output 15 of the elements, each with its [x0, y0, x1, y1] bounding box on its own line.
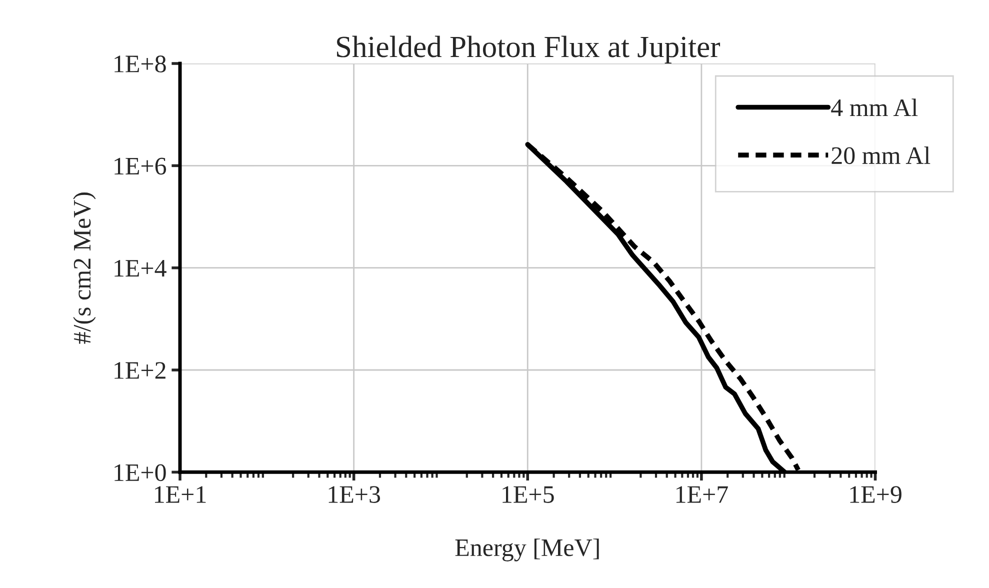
y-tick-label: 1E+0	[114, 464, 166, 482]
x-tick-label: 1E+1	[155, 486, 206, 503]
x-axis-title: Energy [MeV]	[455, 538, 599, 562]
y-tick-label: 1E+8	[114, 56, 166, 72]
legend-label: 20 mm Al	[832, 146, 930, 164]
y-tick-label: 1E+6	[114, 158, 166, 175]
legend-label: 4 mm Al	[831, 98, 918, 116]
y-tick-label: 1E+2	[114, 362, 166, 379]
x-tick-label: 1E+9	[850, 486, 902, 503]
y-axis-title: #/(s cm2 MeV)	[73, 192, 96, 344]
chart-title: Shielded Photon Flux at Jupiter	[337, 36, 720, 64]
y-tick-label: 1E+4	[114, 260, 166, 277]
x-tick-label: 1E+7	[676, 486, 728, 503]
x-tick-label: 1E+3	[328, 486, 380, 503]
x-tick-label: 1E+5	[502, 486, 554, 503]
